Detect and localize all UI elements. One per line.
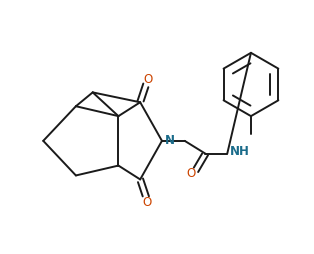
Text: O: O <box>143 73 153 86</box>
Text: NH: NH <box>230 145 250 158</box>
Text: O: O <box>186 167 195 180</box>
Text: O: O <box>143 196 152 209</box>
Text: N: N <box>165 134 175 147</box>
